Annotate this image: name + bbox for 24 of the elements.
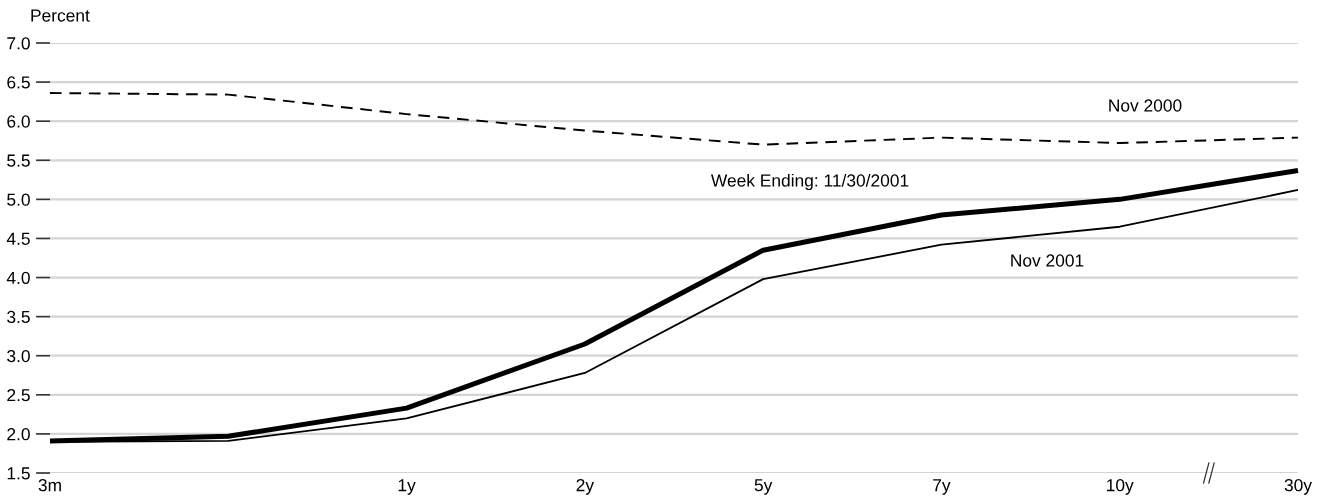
- y-tick-label: 3.0: [7, 349, 30, 363]
- y-tick-label: 6.0: [7, 115, 30, 128]
- series-label: Week Ending: 11/30/2001: [710, 173, 909, 191]
- y-tick-label: 5.0: [7, 193, 30, 206]
- y-tick-label: 2.5: [7, 388, 30, 402]
- y-tick-label: 2.0: [7, 428, 30, 441]
- x-tick-label: 7y: [933, 479, 951, 495]
- y-axis-title: Percent: [31, 9, 90, 22]
- y-tick-label: 4.5: [6, 232, 30, 245]
- x-tick-label: 2y: [576, 479, 594, 495]
- x-tick-label: 1y: [398, 479, 416, 495]
- y-tick-label: 4.0: [6, 271, 30, 285]
- x-tick-label: 30y: [1284, 479, 1312, 495]
- y-tick-label: 5.5: [7, 154, 30, 167]
- line-series: [49, 92, 1299, 146]
- y-tick-label: 7.0: [7, 37, 30, 50]
- series-label: Nov 2001: [1011, 254, 1084, 267]
- y-tick-label: 6.5: [7, 76, 30, 89]
- x-tick-label: 3m: [38, 479, 61, 492]
- y-tick-label: 3.5: [7, 310, 30, 324]
- x-tick-label: 10y: [1107, 479, 1134, 495]
- x-tick-label: 5y: [754, 479, 773, 495]
- y-tick-label: 1.5: [7, 467, 30, 480]
- series-label: Nov 2000: [1109, 99, 1182, 112]
